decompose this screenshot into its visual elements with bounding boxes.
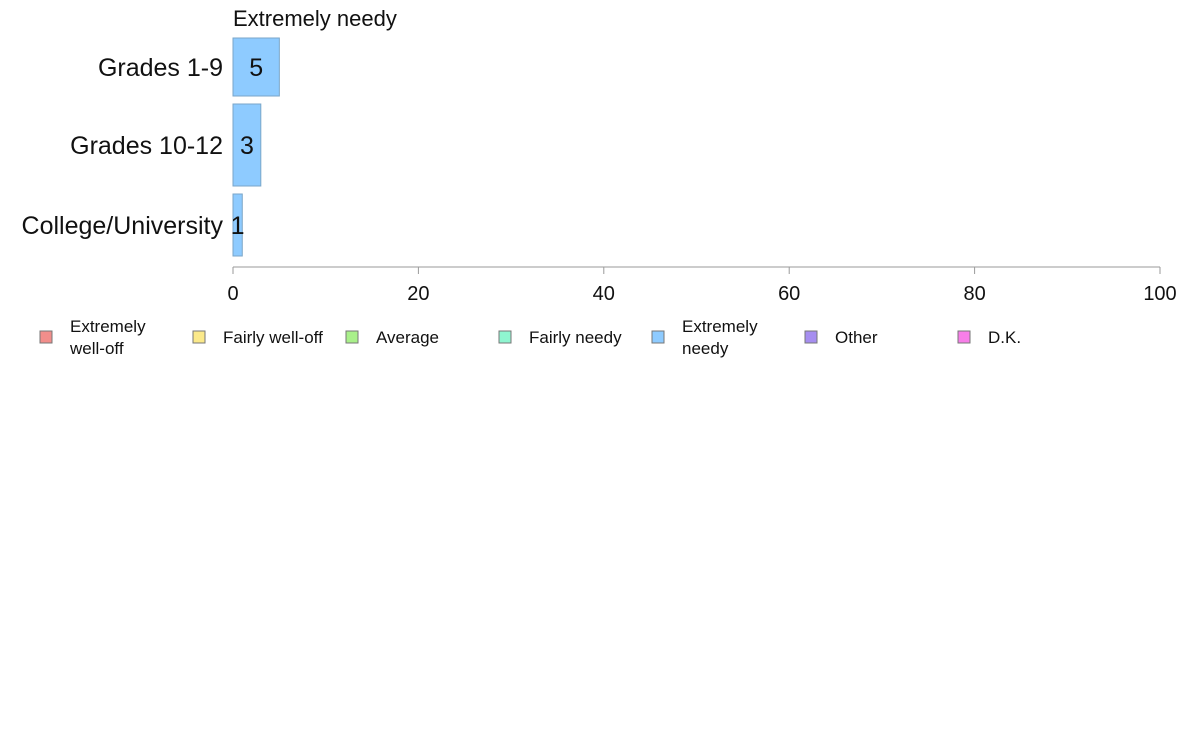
legend-label: Average <box>376 328 439 347</box>
category-label: Grades 10-12 <box>70 132 223 160</box>
legend-label: D.K. <box>988 328 1021 347</box>
legend-swatch <box>345 330 359 344</box>
legend-swatch <box>804 330 818 344</box>
bar-value-label: 5 <box>249 54 263 82</box>
x-tick-label: 60 <box>778 283 800 305</box>
legend-swatch <box>498 330 512 344</box>
x-tick-label: 0 <box>227 283 238 305</box>
category-label: College/University <box>22 212 224 240</box>
bar <box>232 37 280 97</box>
chart-title: Extremely needy <box>233 6 397 31</box>
category-label: Grades 1-9 <box>98 54 223 82</box>
x-tick-label: 80 <box>963 283 985 305</box>
x-axis: 0 20 40 60 80 100 <box>227 266 1177 305</box>
legend-swatch <box>192 330 206 344</box>
legend-swatch <box>39 330 53 344</box>
x-tick-label: 100 <box>1143 283 1176 305</box>
legend-swatch <box>957 330 971 344</box>
bar-value-label: 3 <box>240 132 254 160</box>
legend-label: Other <box>835 328 878 347</box>
x-tick-label: 40 <box>593 283 615 305</box>
legend-label: Extremely well-off <box>69 317 146 358</box>
legend: Extremely well-off Fairly well-off Average F… <box>39 317 1021 358</box>
bar <box>232 103 262 187</box>
x-tick-label: 20 <box>407 283 429 305</box>
bar <box>232 193 243 257</box>
bars-group: Grades 1-9 5 Grades 10-12 3 College/Universi… <box>22 37 280 257</box>
bar-value-label: 1 <box>231 212 245 240</box>
legend-swatch <box>651 330 665 344</box>
legend-label: Fairly needy <box>529 328 622 347</box>
legend-label: Fairly well-off <box>223 328 323 347</box>
legend-label: Extremely needy <box>682 317 758 358</box>
